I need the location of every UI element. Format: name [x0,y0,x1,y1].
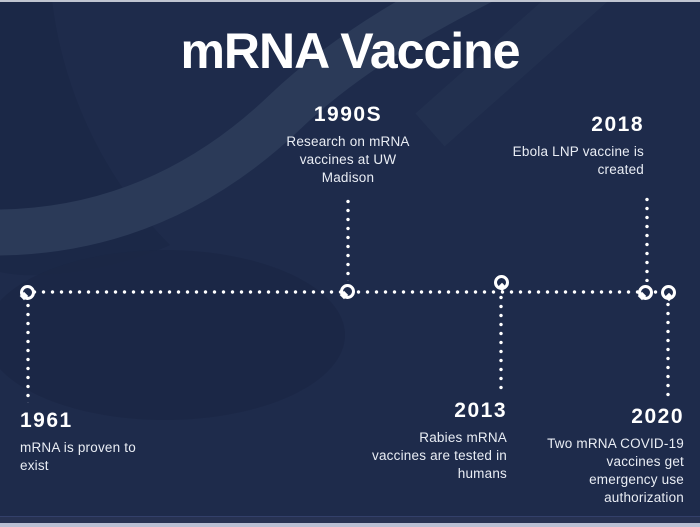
page-title: mRNA Vaccine [180,23,520,79]
event-1990s: 1990S Research on mRNA vaccines at UW Ma… [268,102,428,187]
event-2013: 2013 Rabies mRNA vaccines are tested in … [327,398,507,483]
bottom-edge-line [0,523,700,527]
event-2020: 2020 Two mRNA COVID-19 vaccines get emer… [504,404,684,507]
event-year: 1961 [20,409,73,432]
timeline-pin-icon-2018 [637,285,653,301]
event-description: mRNA is proven to exist [20,440,136,473]
event-year: 2018 [591,113,644,136]
timeline-pin-icon-2013 [494,275,509,292]
timeline-pin-icon-2020 [661,285,676,302]
connector-1961 [26,301,30,403]
bottom-band [0,516,700,523]
event-year: 1990S [313,103,383,126]
event-year: 2013 [454,399,507,422]
connector-2020 [666,300,670,400]
event-year: 2020 [631,405,684,428]
timeline-pin-icon-1961 [19,285,35,301]
event-description: Ebola LNP vaccine is created [512,144,644,177]
connector-2013 [499,293,503,393]
connector-2018 [645,195,649,282]
timeline-pin-icon-1990s [339,284,355,300]
connector-1990s [346,197,350,281]
event-description: Two mRNA COVID-19 vaccines get emergency… [547,436,684,505]
event-1961: 1961 mRNA is proven to exist [20,408,170,475]
event-2018: 2018 Ebola LNP vaccine is created [464,112,644,179]
event-description: Rabies mRNA vaccines are tested in human… [372,430,507,481]
event-description: Research on mRNA vaccines at UW Madison [286,134,410,185]
top-edge-highlight [0,0,700,2]
